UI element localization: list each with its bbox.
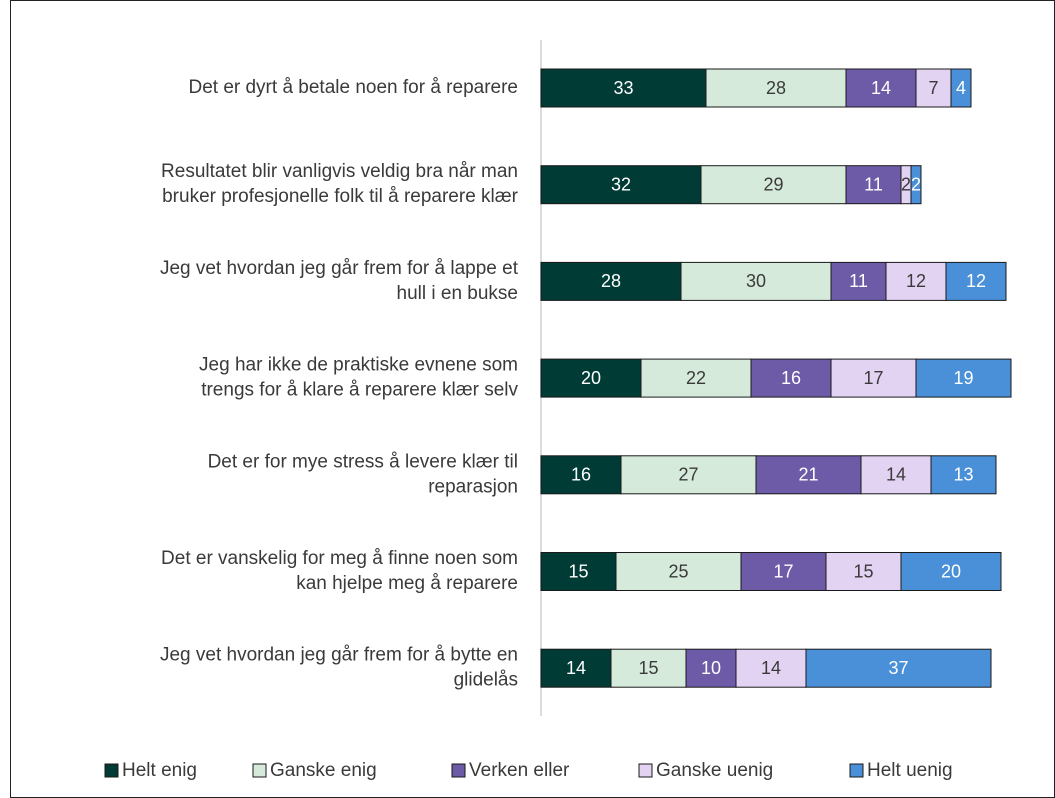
value-label: 14	[886, 465, 906, 485]
value-label: 16	[781, 368, 801, 388]
bar-segment	[540, 68, 707, 108]
value-label: 14	[566, 658, 586, 678]
bar-segment	[540, 358, 642, 398]
bar-segment	[540, 261, 682, 301]
bar-segment	[945, 261, 1007, 301]
value-label: 15	[568, 561, 588, 581]
value-label: 4	[956, 78, 966, 98]
value-label: 7	[928, 78, 938, 98]
bar-segment	[640, 358, 752, 398]
value-label: 37	[888, 658, 908, 678]
bar-segment	[930, 455, 997, 495]
bar-segment	[620, 455, 757, 495]
category-label: Det er for mye stress å levere klær til r…	[208, 451, 518, 497]
value-label: 14	[761, 658, 781, 678]
legend-swatch	[638, 763, 653, 778]
value-label: 20	[941, 561, 961, 581]
value-label: 25	[668, 561, 688, 581]
bar-segment	[885, 261, 947, 301]
bar-segment	[830, 358, 917, 398]
value-label: 11	[864, 174, 883, 194]
value-label: 28	[601, 271, 621, 291]
value-label: 12	[906, 271, 926, 291]
bar-segment	[750, 358, 832, 398]
bar-segment	[540, 455, 622, 495]
category-label: Jeg har ikke de praktiske evnene som tren…	[199, 355, 518, 401]
value-label: 19	[953, 368, 973, 388]
bar-segment	[805, 648, 992, 688]
category-label: Resultatet blir vanligvis veldig bra når…	[161, 161, 519, 207]
value-label: 22	[686, 368, 706, 388]
bar-segment	[540, 165, 702, 205]
bar-segment	[685, 648, 737, 688]
bar-segment	[700, 165, 847, 205]
value-label: 14	[871, 78, 891, 98]
value-label: 16	[571, 465, 591, 485]
category-label: Det er vanskelig for meg å finne noen so…	[161, 548, 518, 594]
value-label: 15	[853, 561, 873, 581]
legend-swatch	[104, 763, 119, 778]
bar-segment	[860, 455, 932, 495]
category-label: Jeg vet hvordan jeg går frem for å lappe…	[160, 258, 519, 304]
bar-segment	[825, 552, 902, 591]
bar-segment	[950, 68, 972, 108]
legend-label: Helt uenig	[867, 760, 953, 781]
category-label: Det er dyrt å betale noen for å reparere	[188, 77, 518, 98]
bar-segment	[915, 358, 1012, 398]
category-label: Jeg vet hvordan jeg går frem for å bytte…	[160, 645, 518, 691]
legend-swatch	[252, 763, 267, 778]
bar-segment	[900, 552, 1002, 591]
value-label: 27	[678, 465, 698, 485]
bar-segment	[830, 261, 887, 301]
value-label: 28	[766, 78, 786, 98]
value-label: 15	[638, 658, 658, 678]
value-label: 2	[901, 174, 911, 194]
value-label: 10	[701, 658, 721, 678]
value-label: 20	[581, 368, 601, 388]
bar-segment	[910, 165, 922, 205]
value-label: 33	[613, 78, 633, 98]
bar-segment	[680, 261, 832, 301]
legend-swatch	[849, 763, 864, 778]
value-label: 32	[611, 174, 631, 194]
bar-segment	[540, 552, 617, 591]
legend-label: Ganske uenig	[656, 760, 773, 781]
legend-label: Verken eller	[469, 760, 570, 781]
bar-segment	[845, 165, 902, 205]
bar-segment	[540, 648, 612, 688]
bar-segment	[705, 68, 847, 108]
value-label: 2	[911, 174, 921, 194]
value-label: 17	[863, 368, 883, 388]
value-label: 30	[746, 271, 766, 291]
value-label: 13	[953, 465, 973, 485]
legend-label: Helt enig	[122, 760, 197, 781]
legend-swatch	[451, 763, 466, 778]
value-label: 17	[773, 561, 793, 581]
value-label: 29	[763, 174, 783, 194]
bar-segment	[740, 552, 827, 591]
value-label: 11	[849, 271, 868, 291]
value-label: 21	[798, 465, 818, 485]
value-label: 12	[966, 271, 986, 291]
legend-label: Ganske enig	[270, 760, 377, 781]
